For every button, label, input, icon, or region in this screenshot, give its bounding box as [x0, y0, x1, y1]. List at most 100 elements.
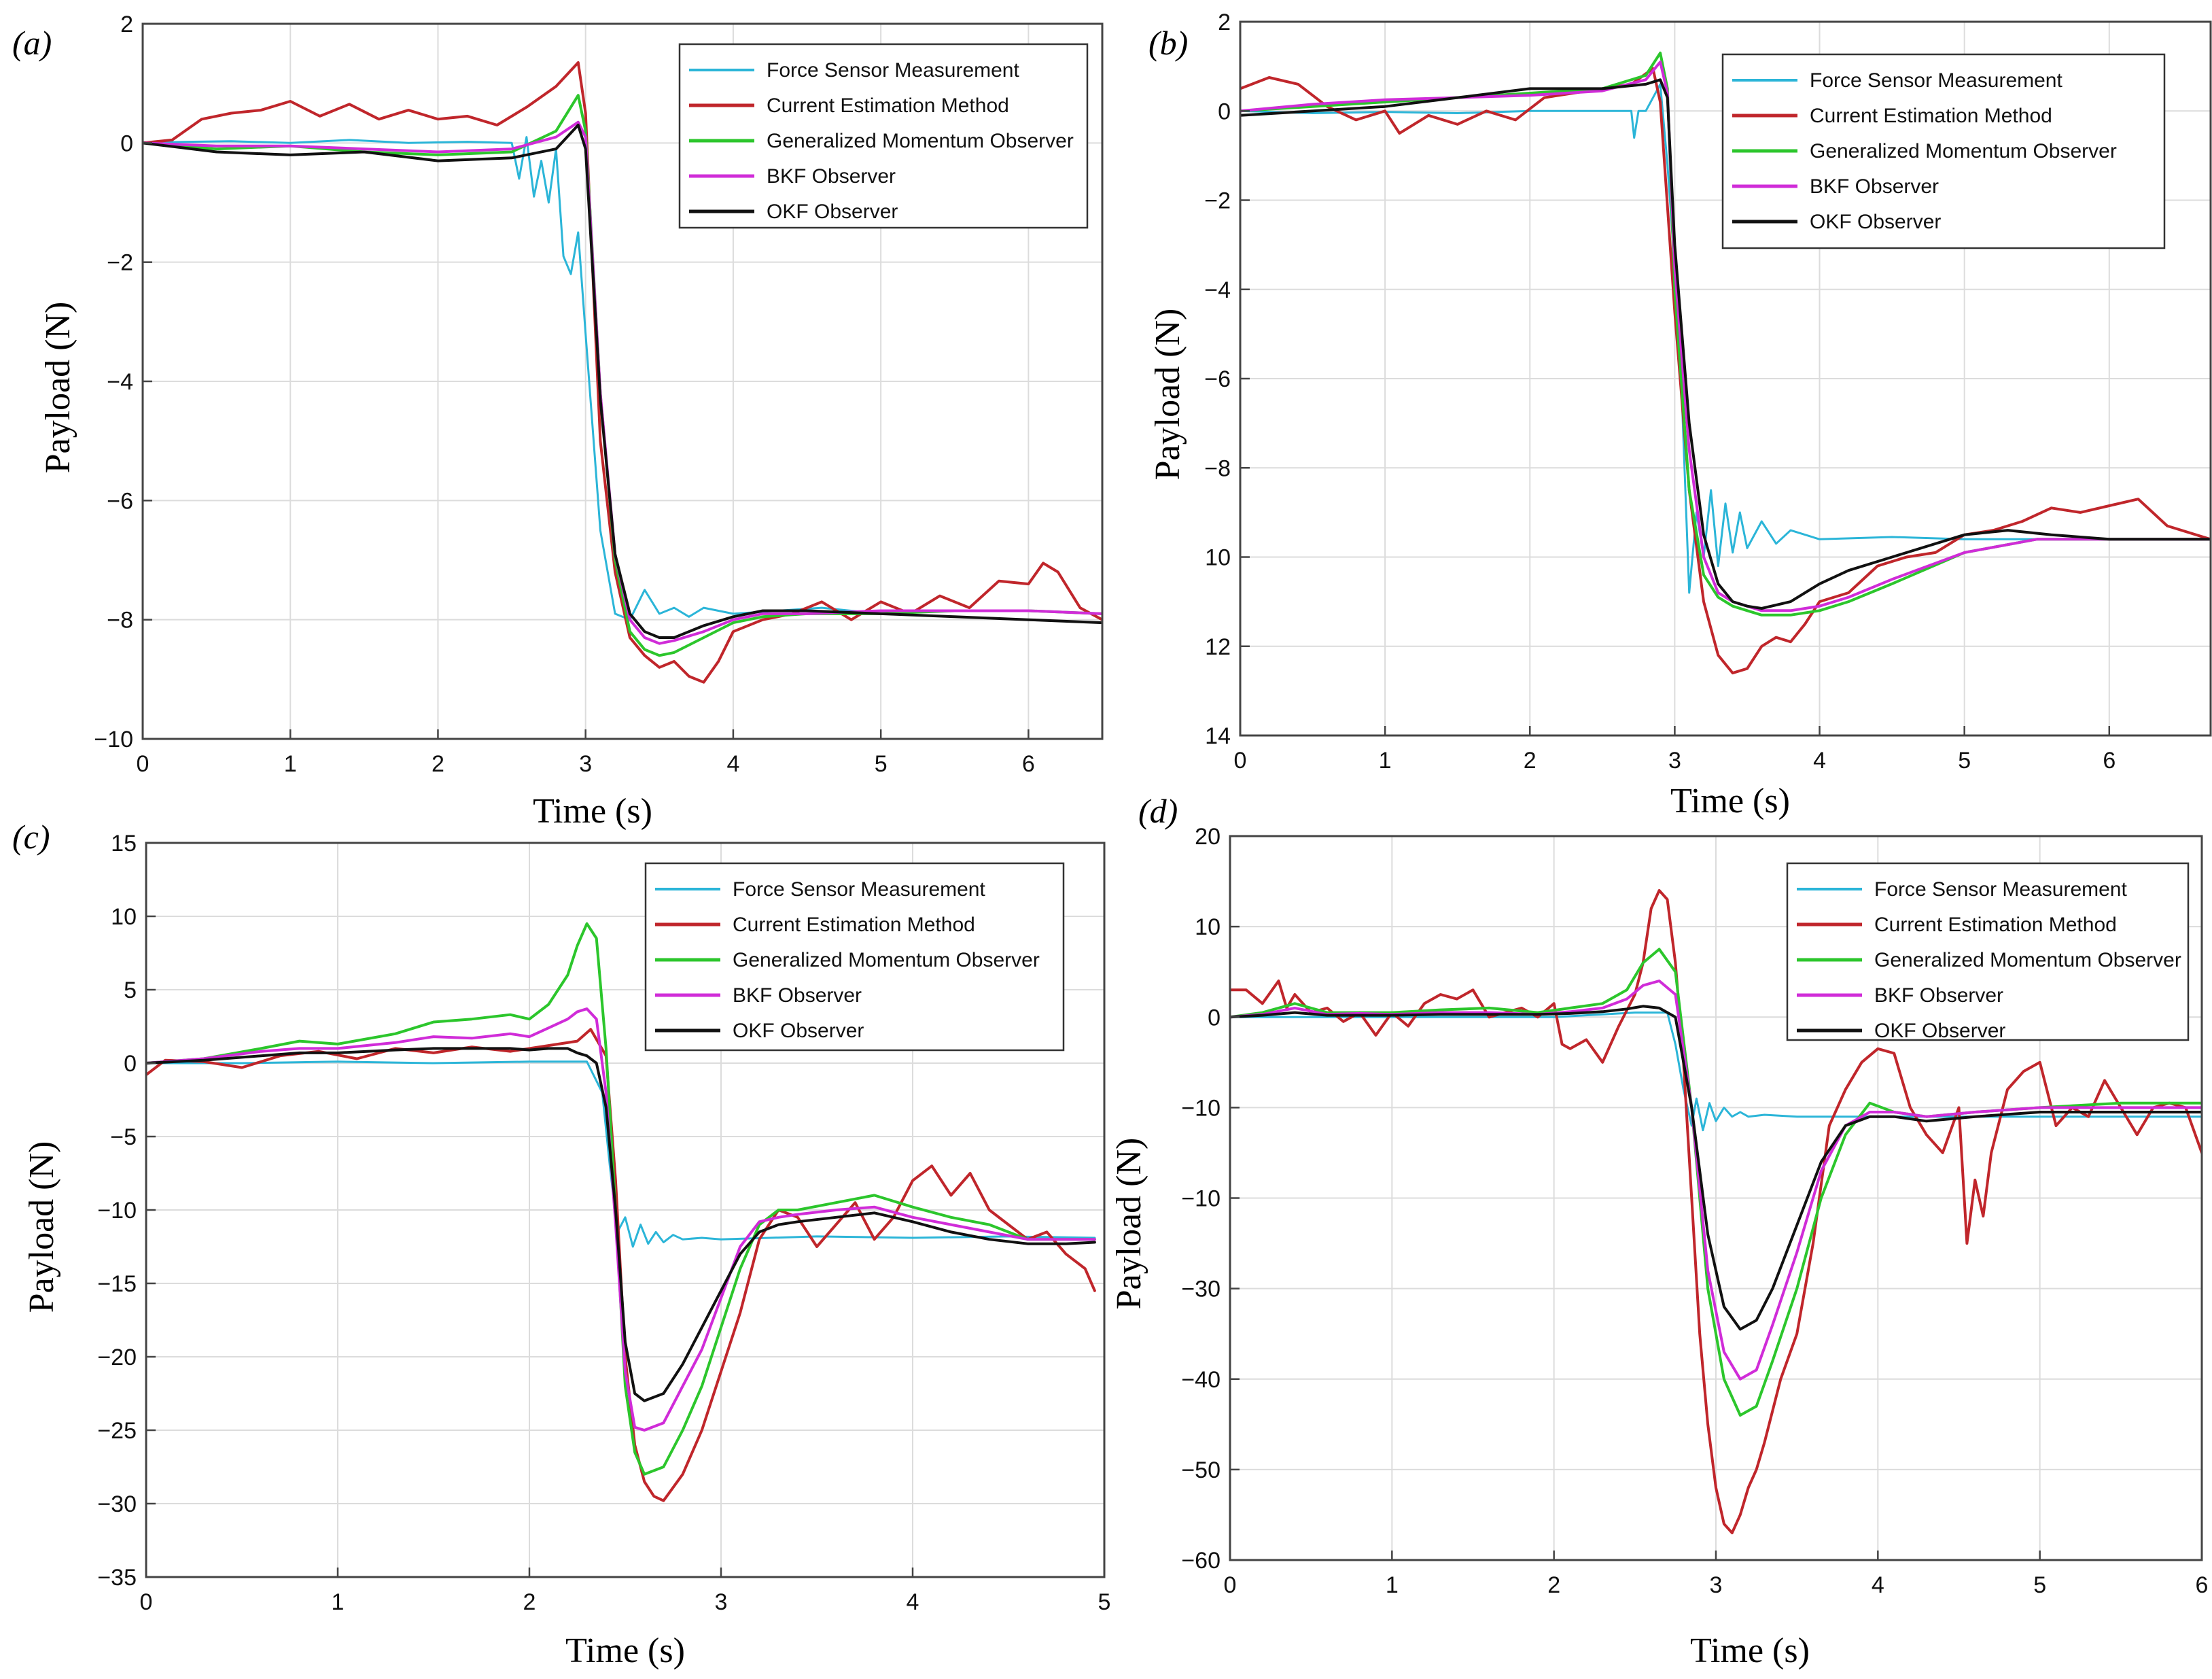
panel-d-ticks: 0 1 2 3 4 5 6 −60 −50 −40 −30 −10 −10 0 10 20	[1181, 824, 2208, 1598]
panel-b-series-generalized-momentum-observer	[1240, 51, 2211, 617]
panel-c-series-generalized-momentum-observer	[146, 922, 1096, 1476]
panel-c-label: (c)	[12, 818, 50, 856]
panel-b-tick-label-y: 0	[1218, 99, 1231, 124]
panel-b-legend-label-bkf-observer: BKF Observer	[1810, 175, 1939, 198]
panel-b-legend-label-okf-observer: OKF Observer	[1810, 211, 1941, 233]
panel-b-tick-label-y: 14	[1205, 723, 1231, 749]
panel-d-tick-label-x: 6	[2196, 1572, 2209, 1598]
panel-a-tick-label-x: 0	[137, 751, 150, 777]
panel-c-tick-label-y: 10	[111, 904, 137, 930]
panel-d-legend-label-current-estimation-method: Current Estimation Method	[1874, 914, 2117, 936]
panel-a-tick-label-x: 5	[875, 751, 888, 777]
panel-d-legend: Force Sensor Measurement Current Estimati…	[1786, 862, 2190, 1042]
panel-b: (b) Payload (N) Time (s) 0 1 2 3 4 5 6141210−8…	[1148, 10, 2212, 820]
panel-d-tick-label-y: −10	[1181, 1095, 1221, 1121]
panel-b-series-okf-observer	[1240, 78, 2211, 610]
panel-c-tick-label-x: 3	[715, 1589, 728, 1615]
panel-b-tick-label-y: −6	[1204, 366, 1231, 392]
panel-c: (c) Payload (N) Time (s) 0 1 2 3 4 5 −35 −30 −25…	[12, 818, 1110, 1670]
panel-a-tick-label-y: −6	[107, 488, 133, 514]
panel-c-tick-label-x: 1	[332, 1589, 345, 1615]
panel-b-tick-label-y: 10	[1205, 545, 1231, 571]
panel-a-ticks: 0 1 2 3 4 5 6 −10 −8 −6 −4 −2 0 2	[94, 12, 1035, 777]
panel-c-legend-label-current-estimation-method: Current Estimation Method	[733, 914, 975, 936]
panel-c-tick-label-y: −5	[110, 1124, 137, 1150]
panel-b-tick-label-x: 4	[1813, 748, 1826, 774]
panel-a-series	[143, 61, 1102, 684]
panel-a-tick-label-x: 3	[579, 751, 592, 777]
panel-b-series-bkf-observer	[1240, 60, 2211, 612]
panel-a-legend-label-okf-observer: OKF Observer	[767, 201, 898, 223]
panel-c-tick-label-y: 0	[124, 1051, 137, 1077]
panel-b-tick-label-x: 5	[1958, 748, 1971, 774]
panel-b-tick-label-x: 1	[1379, 748, 1392, 774]
panel-b-legend-label-force-sensor-measurement: Force Sensor Measurement	[1810, 69, 2062, 92]
panel-a-series-okf-observer	[143, 124, 1102, 639]
panel-c-tick-label-y: 5	[124, 977, 137, 1003]
panel-c-tick-label-y: −15	[97, 1271, 137, 1297]
panel-d-series-okf-observer	[1230, 1005, 2202, 1331]
panel-d-tick-label-y: −50	[1181, 1457, 1221, 1483]
panel-c-legend: Force Sensor Measurement Current Estimati…	[644, 862, 1065, 1052]
panel-a-tick-label-y: 2	[120, 12, 133, 37]
panel-a-legend-label-force-sensor-measurement: Force Sensor Measurement	[767, 59, 1019, 82]
panel-a: (a) Payload (N) Time (s) 0 1 2 3 4 5 6 −10 −8 −6 −…	[12, 12, 1104, 831]
panel-d-tick-label-x: 3	[1710, 1572, 1723, 1598]
panel-a-tick-label-y: −2	[107, 250, 133, 276]
panel-a-tick-label-y: 0	[120, 131, 133, 156]
panel-c-series-okf-observer	[146, 1047, 1096, 1402]
panel-d-tick-label-y: −10	[1181, 1186, 1221, 1212]
panel-a-tick-label-y: −10	[94, 727, 133, 752]
panel-c-legend-box	[644, 862, 1065, 1052]
panel-d: (d) Payload (N) Time (s) 0 1 2 3 4 5 6 −60 −50 −4…	[1110, 792, 2208, 1670]
panel-c-tick-label-y: −35	[97, 1565, 137, 1591]
panel-d-ylabel: Payload (N)	[1110, 1138, 1148, 1310]
panel-d-tick-label-x: 0	[1224, 1572, 1237, 1598]
panel-c-tick-label-x: 2	[523, 1589, 536, 1615]
panel-a-tick-label-x: 4	[726, 751, 739, 777]
panel-c-tick-label-y: 15	[111, 831, 137, 856]
panel-d-series-current-estimation-method	[1230, 888, 2202, 1535]
panel-d-tick-label-y: 0	[1208, 1005, 1221, 1031]
panel-b-tick-label-x: 2	[1524, 748, 1537, 774]
panel-d-tick-label-y: 10	[1195, 914, 1221, 940]
panel-b-series	[1240, 51, 2211, 675]
panel-d-tick-label-x: 2	[1547, 1572, 1560, 1598]
panel-c-ticks: 0 1 2 3 4 5 −35 −30 −25 −20 −15 −10 −5 0 5 10 15	[97, 831, 1110, 1615]
panel-c-tick-label-y: −20	[97, 1345, 137, 1370]
panel-c-legend-label-generalized-momentum-observer: Generalized Momentum Observer	[733, 949, 1040, 971]
panel-c-series-bkf-observer	[146, 1007, 1096, 1432]
panel-b-label: (b)	[1148, 24, 1188, 62]
panel-a-legend-label-generalized-momentum-observer: Generalized Momentum Observer	[767, 130, 1074, 152]
panel-d-tick-label-y: −30	[1181, 1277, 1221, 1302]
panel-b-tick-label-x: 6	[2103, 748, 2116, 774]
panel-b-legend: Force Sensor Measurement Current Estimati…	[1721, 53, 2166, 249]
panel-c-legend-label-okf-observer: OKF Observer	[733, 1020, 864, 1042]
panel-b-tick-label-y: 12	[1205, 634, 1231, 660]
panel-d-label: (d)	[1138, 792, 1178, 830]
panel-c-tick-label-x: 4	[907, 1589, 919, 1615]
panel-c-series	[146, 922, 1096, 1502]
panel-d-tick-label-y: 20	[1195, 824, 1221, 850]
panel-a-xlabel: Time (s)	[533, 792, 652, 831]
panel-b-legend-label-generalized-momentum-observer: Generalized Momentum Observer	[1810, 140, 2117, 162]
panel-d-tick-label-x: 5	[2033, 1572, 2046, 1598]
panel-a-legend: Force Sensor Measurement Current Estimati…	[678, 43, 1089, 229]
panel-a-label: (a)	[12, 24, 52, 62]
panel-c-ylabel: Payload (N)	[22, 1141, 61, 1313]
panel-a-tick-label-x: 2	[432, 751, 444, 777]
panel-d-legend-label-bkf-observer: BKF Observer	[1874, 984, 2003, 1007]
panel-a-legend-label-bkf-observer: BKF Observer	[767, 165, 896, 188]
panel-d-legend-label-okf-observer: OKF Observer	[1874, 1020, 2005, 1042]
panel-c-tick-label-y: −30	[97, 1491, 137, 1517]
panel-b-tick-label-x: 3	[1668, 748, 1681, 774]
panel-b-legend-label-current-estimation-method: Current Estimation Method	[1810, 105, 2052, 127]
panel-d-xlabel: Time (s)	[1690, 1631, 1810, 1670]
panel-b-tick-label-y: −4	[1204, 277, 1231, 303]
panel-d-tick-label-y: −40	[1181, 1367, 1221, 1393]
panel-c-tick-label-x: 5	[1098, 1589, 1111, 1615]
panel-b-ylabel: Payload (N)	[1148, 309, 1187, 481]
panel-b-tick-label-x: 0	[1234, 748, 1247, 774]
